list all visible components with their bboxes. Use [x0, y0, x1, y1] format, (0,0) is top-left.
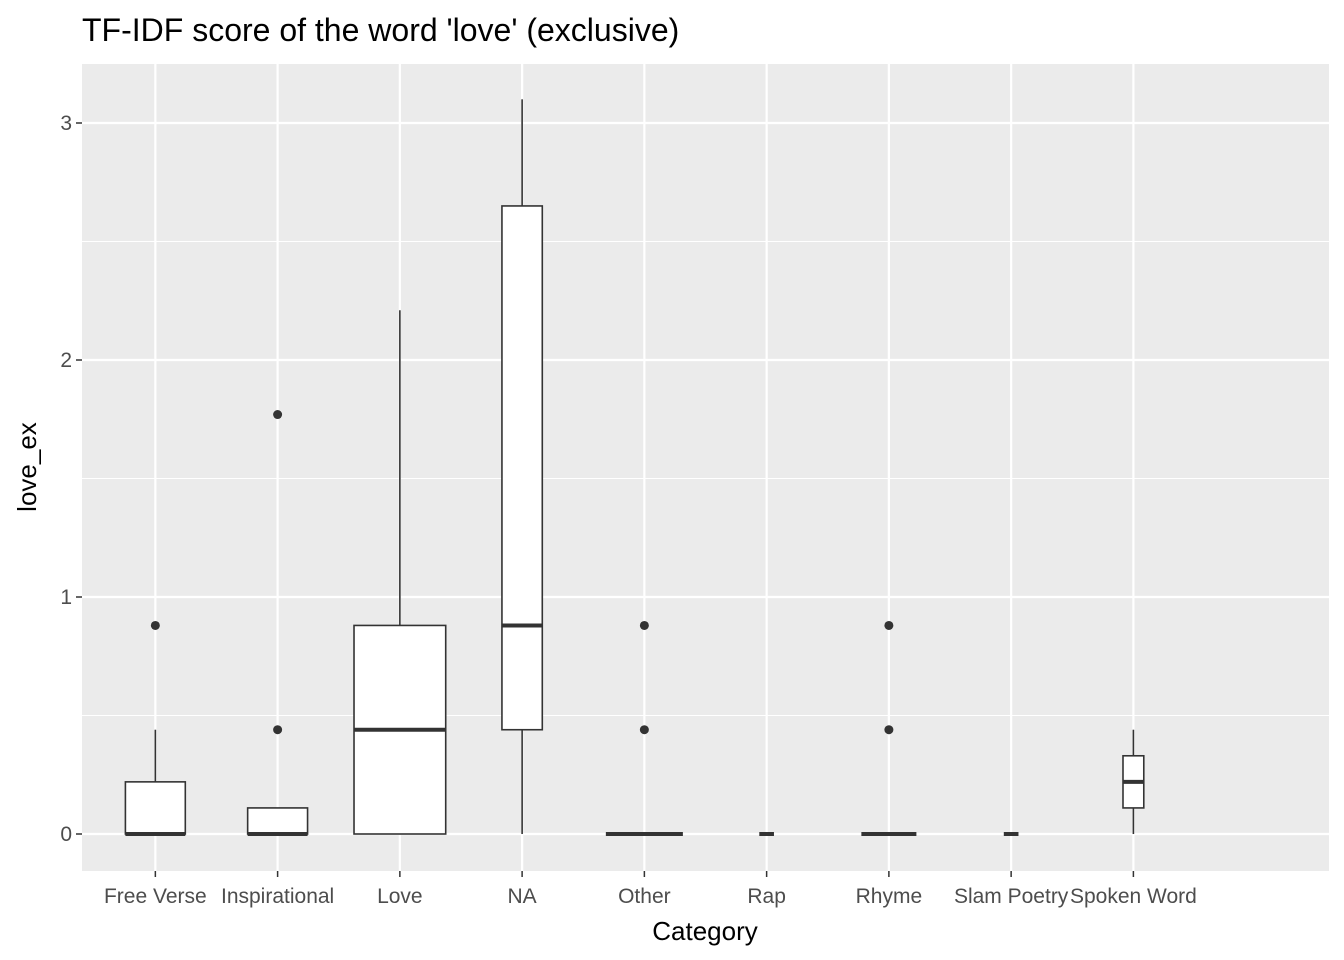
outlier-point — [639, 620, 649, 630]
box-body — [246, 807, 309, 835]
box-na — [501, 99, 544, 834]
box-rhyme — [861, 620, 917, 836]
box-love — [353, 310, 447, 835]
outlier-point — [639, 725, 649, 735]
x-tick-label: Slam Poetry — [954, 885, 1069, 908]
y-tick-label: 1 — [60, 586, 72, 609]
plot-panel — [82, 64, 1329, 871]
x-tick-label: Inspirational — [221, 885, 334, 908]
x-tick-label: Love — [377, 885, 423, 908]
box-spoken-word — [1122, 729, 1145, 834]
y-tick-label: 2 — [60, 349, 72, 372]
box-free-verse — [124, 620, 187, 836]
outlier-point — [150, 620, 160, 630]
x-tick-label: NA — [508, 885, 537, 908]
x-tick-label: Free Verse — [104, 885, 207, 908]
chart-title: TF-IDF score of the word 'love' (exclusi… — [82, 12, 679, 48]
x-axis: Free Verse Inspirational Love NA Other Rap Rhy… — [104, 871, 1197, 908]
outlier-point — [884, 620, 894, 630]
box-series — [124, 99, 1145, 836]
outlier-point — [273, 410, 283, 420]
y-tick-label: 0 — [60, 823, 72, 846]
y-tick-label: 3 — [60, 112, 72, 135]
box-inspirational — [246, 410, 309, 836]
outlier-point — [884, 725, 894, 735]
box-body — [124, 781, 187, 835]
minor-gridlines — [82, 240, 1329, 717]
x-tick-label: Other — [618, 885, 671, 908]
box-body — [501, 205, 544, 731]
x-axis-title: Category — [652, 916, 758, 946]
box-other — [605, 620, 683, 836]
y-axis: 0 1 2 3 — [60, 112, 82, 846]
x-tick-label: Spoken Word — [1070, 885, 1197, 908]
x-tick-label: Rap — [747, 885, 786, 908]
x-tick-label: Rhyme — [856, 885, 923, 908]
outlier-point — [273, 725, 283, 735]
y-axis-title: love_ex — [12, 422, 42, 512]
